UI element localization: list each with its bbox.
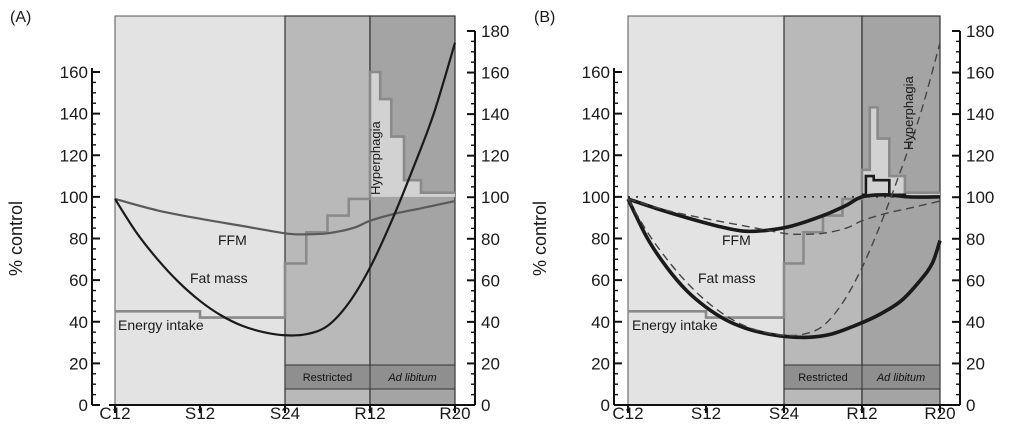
ad-libitum-label: Ad libitum	[876, 372, 925, 384]
ffm-curve	[627, 192, 941, 234]
left-y-tick-label: 120	[60, 146, 88, 165]
restricted-phase-region	[783, 15, 863, 406]
restricted-phase-region	[284, 15, 371, 406]
fat-mass-curve	[114, 42, 457, 337]
x-tick-label: S12	[185, 404, 215, 423]
fat-mass-label: Fat mass	[698, 270, 756, 286]
energy-intake-label: Energy intake	[118, 317, 204, 333]
fat-mass-curve	[626, 198, 942, 340]
ffm-label: FFM	[218, 232, 247, 248]
right-y-tick-label: 60	[481, 271, 500, 290]
right-y-tick-label: 100	[481, 188, 509, 207]
fat-mass-a-curve	[627, 42, 941, 337]
hyperphagia-label: Hyperphagia	[901, 76, 916, 150]
left-y-tick-label: 60	[591, 271, 610, 290]
left-y-tick-label: 100	[582, 188, 610, 207]
right-y-tick-label: 20	[481, 354, 500, 373]
right-y-tick-label: 80	[481, 230, 500, 249]
right-y-tick-label: 180	[481, 22, 509, 41]
restricted-label: Restricted	[798, 372, 848, 384]
panel-a: Restricted Ad libitum FFM Fat mass Energy in…	[6, 9, 509, 423]
energy-intake-label: Energy intake	[632, 317, 718, 333]
x-tick-label: R20	[924, 404, 955, 423]
right-y-tick-label: 0	[966, 396, 975, 415]
panel-b: Restricted Ad libitum FFM Fat mass Energy in…	[530, 9, 994, 423]
right-y-tick-label: 160	[966, 64, 994, 83]
starvation-phase-region	[627, 15, 785, 406]
right-y-tick-label: 60	[966, 271, 985, 290]
left-y-tick-label: 80	[69, 230, 88, 249]
right-y-tick-label: 0	[481, 396, 490, 415]
energy-intake-line	[115, 70, 455, 319]
right-y-tick-label: 140	[481, 105, 509, 124]
restricted-label: Restricted	[303, 372, 353, 384]
left-y-tick-label: 0	[601, 396, 610, 415]
y-axis-title: % control	[530, 201, 550, 276]
right-y-tick-label: 80	[966, 230, 985, 249]
left-y-tick-label: 20	[591, 354, 610, 373]
x-tick-label: R20	[439, 404, 470, 423]
left-y-tick-label: 80	[591, 230, 610, 249]
x-tick-label: R12	[846, 404, 877, 423]
right-y-tick-label: 180	[966, 22, 994, 41]
y-axis-title: % control	[6, 201, 26, 276]
right-y-tick-label: 160	[481, 64, 509, 83]
x-tick-label: S24	[270, 404, 300, 423]
starvation-phase-region	[114, 15, 286, 406]
left-y-tick-label: 100	[60, 188, 88, 207]
right-y-tick-label: 40	[481, 313, 500, 332]
right-y-tick-label: 100	[966, 188, 994, 207]
ffm-label: FFM	[722, 232, 751, 248]
x-tick-label: R12	[354, 404, 385, 423]
right-y-tick-label: 20	[966, 354, 985, 373]
panel-label: (A)	[10, 9, 31, 26]
hyperphagia-area	[862, 107, 940, 199]
left-y-tick-label: 140	[60, 105, 88, 124]
ad-libitum-label: Ad libitum	[387, 372, 436, 384]
energy-intake-line	[628, 106, 940, 319]
right-y-tick-label: 140	[966, 105, 994, 124]
left-y-tick-label: 20	[69, 354, 88, 373]
left-y-tick-label: 40	[591, 313, 610, 332]
x-tick-label: C12	[99, 404, 130, 423]
panel-label: (B)	[534, 9, 555, 26]
x-tick-label: C12	[612, 404, 643, 423]
right-y-tick-label: 40	[966, 313, 985, 332]
fat-mass-label: Fat mass	[190, 270, 248, 286]
left-y-tick-label: 160	[60, 63, 88, 82]
left-y-tick-label: 160	[582, 63, 610, 82]
left-y-tick-label: 0	[79, 396, 88, 415]
left-y-tick-label: 120	[582, 146, 610, 165]
left-y-tick-label: 60	[69, 271, 88, 290]
x-tick-label: S24	[769, 404, 799, 423]
left-y-tick-label: 40	[69, 313, 88, 332]
left-y-tick-label: 140	[582, 105, 610, 124]
right-y-tick-label: 120	[481, 147, 509, 166]
ffm-a-curve	[627, 198, 941, 236]
ffm-curve	[114, 197, 456, 236]
x-tick-label: S12	[691, 404, 721, 423]
right-y-tick-label: 120	[966, 147, 994, 166]
hyperphagia-label: Hyperphagia	[368, 121, 383, 195]
